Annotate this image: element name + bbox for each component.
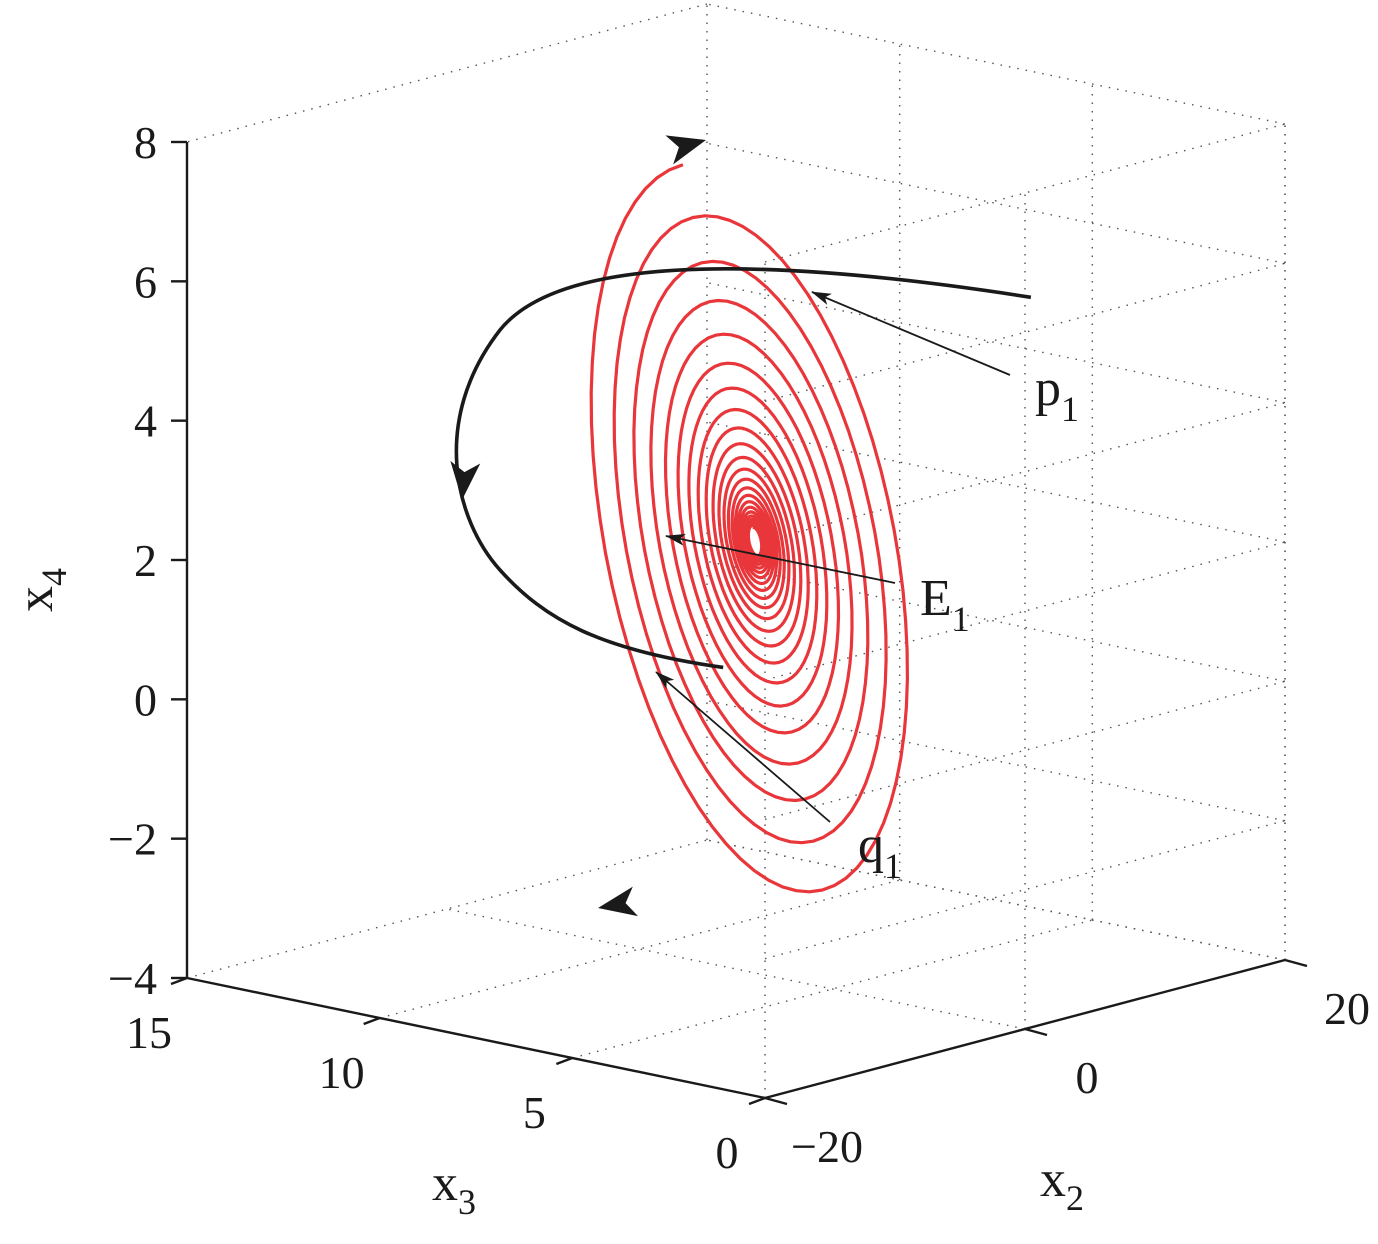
e1-label: E1: [920, 570, 970, 639]
x2-tick-mark: [1024, 1027, 1048, 1037]
x2-tick-mark: [764, 1096, 788, 1106]
grid-line: [706, 839, 1286, 961]
x2-tick-label: 0: [1076, 1052, 1099, 1103]
q1-label: q1: [858, 817, 902, 886]
arrowhead-shape: [598, 886, 639, 917]
x3-tick-label: 5: [523, 1087, 546, 1138]
orbit-arrow: [450, 460, 481, 500]
x4-tick-label: 2: [134, 535, 157, 586]
grid-line: [764, 262, 1286, 403]
grid-line: [186, 3, 708, 143]
x3-tick-label: 15: [126, 1007, 172, 1058]
annotations: [655, 291, 1011, 823]
x4-tick-label: 0: [134, 674, 157, 725]
x3-axis-line: [186, 976, 766, 1100]
grid-line: [706, 699, 1286, 822]
x2-tick-mark: [1284, 958, 1308, 968]
axes: [185, 142, 1286, 1100]
x3-tick-mark: [170, 976, 188, 986]
arrowhead-shape: [665, 135, 706, 165]
p1-pointer: [811, 291, 1011, 376]
grid-line: [446, 908, 1026, 1030]
black-orbit-path: [454, 267, 1032, 670]
x3-tick-mark: [363, 1016, 381, 1026]
red-spiral-path: [589, 163, 909, 894]
x3-tick-mark: [555, 1056, 573, 1066]
black-orbit-series: [450, 267, 1032, 670]
grid-line: [379, 879, 900, 1019]
grid-line: [706, 142, 1286, 265]
arrowhead-shape: [450, 460, 481, 500]
x3-tick-label: 0: [716, 1127, 739, 1178]
p1-label: p1: [1035, 360, 1079, 429]
grid-line: [764, 123, 1286, 263]
x4-axis-label: x4: [7, 568, 74, 612]
red-spiral-series: [589, 135, 909, 917]
e1-pointer: [665, 533, 896, 584]
x4-tick-label: 8: [134, 117, 157, 168]
spiral-bottom-arrow: [598, 886, 639, 917]
x2-tick-label: −20: [791, 1121, 863, 1172]
x4-tick-label: −2: [108, 814, 157, 865]
x3-tick-label: 10: [319, 1047, 365, 1098]
x4-tick-label: 4: [134, 396, 157, 447]
spiral-top-arrow: [665, 135, 706, 165]
x4-tick-label: 6: [134, 256, 157, 307]
q1-pointer: [655, 671, 831, 823]
x3-tick-mark: [748, 1096, 766, 1106]
x4-tick-label: −4: [108, 953, 157, 1004]
x2-tick-label: 20: [1324, 983, 1370, 1034]
grid-line: [706, 281, 1286, 404]
x2-axis-label: x2: [1040, 1151, 1084, 1218]
x3-axis-label: x3: [432, 1155, 476, 1222]
grid-line: [706, 3, 1286, 125]
